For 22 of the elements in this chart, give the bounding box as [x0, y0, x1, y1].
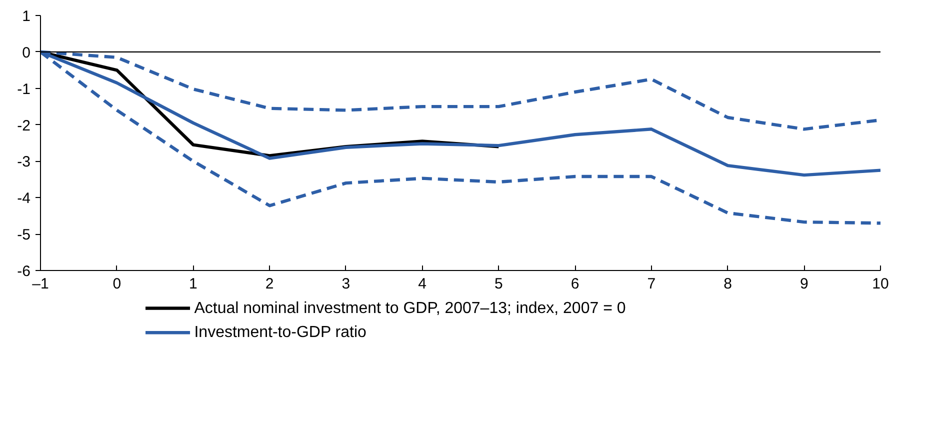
x-tick-label: 4 — [418, 276, 426, 292]
x-tick-label: 3 — [342, 276, 350, 292]
x-tick-label: 10 — [872, 276, 889, 292]
x-tick-label: 8 — [724, 276, 732, 292]
y-tick-label: -1 — [17, 80, 31, 98]
x-tick-label: 6 — [570, 276, 580, 292]
x-tick-label: 9 — [800, 276, 808, 292]
legend-label: Investment-to-GDP ratio — [194, 324, 367, 342]
y-tick-label: -3 — [17, 154, 31, 171]
y-tick-label: -5 — [17, 226, 31, 244]
legend-label: Actual nominal investment to GDP, 2007–13; index, 2007 = 0 — [194, 300, 626, 317]
x-tick-label: 5 — [494, 276, 503, 292]
y-tick-label: -2 — [17, 117, 31, 134]
x-tick-label: 0 — [112, 276, 122, 292]
y-tick-label: -4 — [17, 190, 31, 208]
x-tick-label: 2 — [265, 276, 274, 292]
y-tick-label: 0 — [22, 44, 30, 62]
x-tick-label: 7 — [647, 276, 656, 292]
x-tick-label: 1 — [189, 276, 198, 292]
y-tick-label: 1 — [22, 8, 30, 25]
y-tick-label: -6 — [17, 263, 31, 280]
x-tick-label: –1 — [32, 276, 49, 292]
